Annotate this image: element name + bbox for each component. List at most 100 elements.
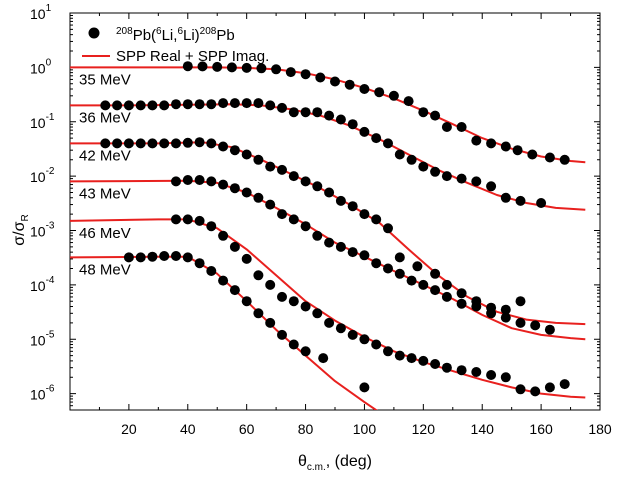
data-point (324, 110, 335, 121)
data-point (456, 288, 467, 299)
data-point (206, 99, 217, 110)
data-point (253, 98, 264, 109)
data-point (123, 138, 134, 149)
x-tick-label: 60 (239, 421, 255, 437)
data-point (300, 107, 311, 118)
y-tick-base: 10 (30, 278, 46, 294)
y-tick-label: 10-6 (30, 384, 55, 403)
data-point (288, 339, 299, 350)
data-point (241, 149, 252, 160)
data-point (171, 214, 181, 225)
data-point (430, 166, 441, 177)
y-tick-exponent: -1 (46, 112, 55, 123)
data-point (265, 199, 276, 210)
y-tick-base: 10 (30, 60, 46, 76)
data-point (441, 362, 452, 373)
y-tick-exponent: -5 (46, 329, 55, 340)
data-point (430, 285, 441, 296)
data-point (218, 275, 229, 286)
data-point (418, 279, 429, 290)
data-point (112, 138, 123, 149)
data-point (206, 138, 217, 149)
x-tick-label: 140 (471, 421, 495, 437)
data-point (430, 110, 441, 121)
data-point (335, 195, 346, 206)
data-point (241, 187, 252, 198)
data-point (324, 187, 335, 198)
data-point (182, 175, 193, 185)
data-point (418, 355, 429, 366)
data-point (500, 304, 511, 315)
data-point (559, 379, 570, 390)
data-point (318, 353, 329, 364)
y-tick-exponent: -4 (46, 275, 55, 286)
data-point (403, 96, 414, 107)
series-labels: 35 MeV 36 MeV 42 MeV 43 MeV 46 MeV 48 MeV (79, 71, 131, 278)
data-point (441, 279, 452, 290)
data-point (418, 161, 429, 172)
data-point (471, 176, 482, 187)
data-point (206, 221, 217, 232)
data-point (300, 221, 311, 232)
data-point (456, 365, 467, 376)
x-axis-symbol: θ (298, 453, 307, 470)
data-points (100, 61, 570, 397)
y-tick-exponent: 0 (46, 57, 52, 68)
x-axis-title: θc.m., (deg) (298, 453, 372, 473)
data-point (500, 141, 511, 152)
data-point (406, 154, 417, 165)
data-point (312, 230, 323, 241)
data-point (300, 346, 311, 357)
series-label: 35 MeV (79, 71, 131, 88)
data-point (374, 87, 385, 98)
data-point (182, 61, 193, 72)
x-tick-labels: 20 40 60 80 100 120 140 160 180 (121, 421, 612, 437)
x-axis-subscript: c.m. (307, 462, 326, 473)
data-point (218, 230, 229, 241)
y-tick-exponent: -2 (46, 166, 55, 177)
data-point (182, 137, 193, 148)
data-point (406, 275, 417, 286)
legend-mass-4: 208 (200, 26, 217, 37)
series-label: 43 MeV (79, 185, 131, 202)
data-point (226, 62, 237, 73)
data-point (300, 176, 311, 187)
data-point (312, 308, 323, 319)
data-point (277, 209, 287, 220)
plot-area (69, 12, 601, 411)
data-point (241, 253, 252, 264)
data-point (335, 323, 346, 334)
data-point (288, 107, 299, 118)
data-point (241, 296, 252, 307)
y-tick-label: 10-1 (30, 112, 55, 131)
data-point (527, 149, 538, 160)
data-point (486, 138, 497, 149)
data-point (441, 122, 452, 132)
data-point (300, 69, 311, 80)
data-point (147, 100, 158, 111)
data-point (430, 359, 441, 369)
series-label: 48 MeV (79, 261, 131, 278)
data-point (359, 250, 370, 261)
y-tick-label: 101 (30, 3, 52, 22)
x-tick-label: 100 (353, 421, 377, 437)
data-point (147, 251, 158, 262)
data-point (288, 296, 299, 307)
legend-fit-label: SPP Real + SPP Imag. (116, 48, 269, 65)
data-point (347, 201, 358, 212)
data-point (530, 386, 541, 397)
data-point (182, 214, 193, 225)
data-point (359, 334, 370, 345)
legend-element-3: Li) (183, 27, 200, 44)
series-label: 46 MeV (79, 225, 131, 242)
data-point (383, 223, 393, 234)
data-point (194, 99, 205, 110)
data-point (486, 181, 497, 192)
data-point (486, 370, 497, 380)
data-point (285, 67, 296, 78)
data-point (288, 214, 299, 225)
legend-element-4: Pb (216, 27, 234, 44)
y-tick-exponent: -3 (46, 221, 55, 232)
data-point (229, 241, 240, 252)
data-point (194, 175, 205, 185)
